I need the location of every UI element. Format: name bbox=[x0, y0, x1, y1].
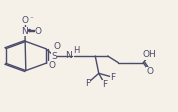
Text: H: H bbox=[73, 46, 79, 55]
Text: O: O bbox=[35, 27, 42, 36]
Text: OH: OH bbox=[143, 50, 156, 59]
Text: ⁻: ⁻ bbox=[29, 16, 33, 22]
Text: S: S bbox=[51, 52, 57, 60]
Text: F: F bbox=[103, 80, 108, 89]
Text: F: F bbox=[111, 73, 116, 82]
Text: N: N bbox=[22, 27, 28, 36]
Text: O: O bbox=[48, 61, 55, 70]
Text: O: O bbox=[146, 67, 153, 76]
Text: O: O bbox=[21, 16, 28, 25]
Text: F: F bbox=[85, 79, 90, 88]
Text: N: N bbox=[65, 51, 72, 60]
Text: O: O bbox=[53, 42, 61, 51]
